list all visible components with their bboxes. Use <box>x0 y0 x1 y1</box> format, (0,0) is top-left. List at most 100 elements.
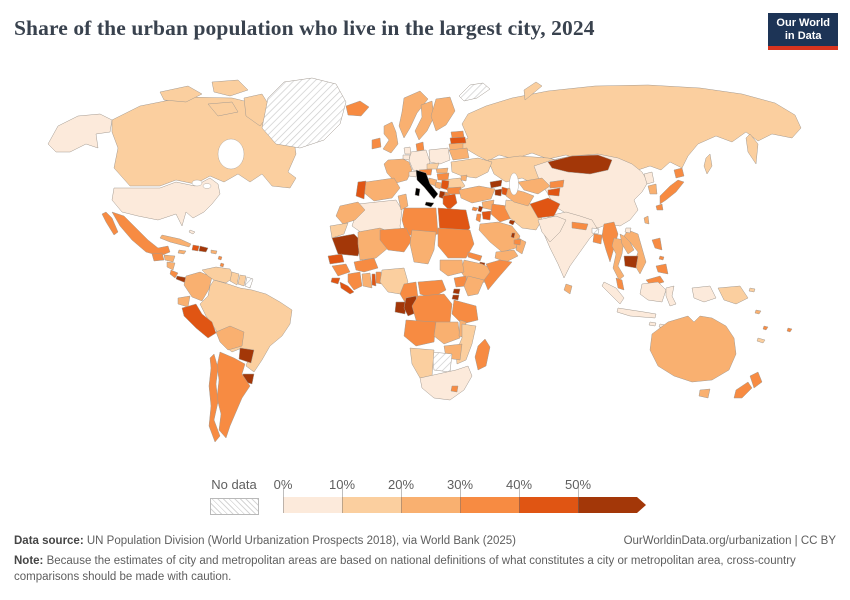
country-georgia[interactable] <box>489 179 503 189</box>
country-russia[interactable] <box>451 84 802 171</box>
country-puerto-rico[interactable] <box>210 249 218 255</box>
country-lesser-antilles-1[interactable] <box>217 255 223 261</box>
country-philippines-mindanao[interactable] <box>655 263 669 275</box>
legend-bin-10-20%[interactable] <box>342 497 401 513</box>
legend-bin-30-40%[interactable] <box>460 497 519 513</box>
country-kuwait[interactable] <box>508 219 516 226</box>
country-cuba[interactable] <box>159 234 192 248</box>
legend-bin-40-50%[interactable] <box>519 497 578 513</box>
country-turkey[interactable] <box>458 185 496 204</box>
country-niger[interactable] <box>379 227 413 253</box>
country-vanuatu[interactable] <box>762 325 769 331</box>
country-greece[interactable] <box>442 193 458 211</box>
country-gabon[interactable] <box>394 301 407 315</box>
country-nepal[interactable] <box>571 221 589 231</box>
country-bhutan[interactable] <box>591 227 600 235</box>
country-italy[interactable] <box>415 169 439 200</box>
country-iceland[interactable] <box>345 100 370 117</box>
country-israel[interactable] <box>475 213 482 223</box>
legend-bin-0-10%[interactable] <box>283 497 342 513</box>
country-fiji[interactable] <box>786 327 793 333</box>
country-thailand[interactable] <box>611 237 625 281</box>
country-south-sudan[interactable] <box>439 259 465 277</box>
country-guatemala[interactable] <box>151 252 165 262</box>
country-western-sahara[interactable] <box>329 222 349 239</box>
country-botswana[interactable] <box>431 351 453 373</box>
country-vietnam[interactable] <box>623 229 647 275</box>
country-greenland[interactable] <box>261 77 347 149</box>
country-czechia[interactable] <box>426 162 440 170</box>
country-namibia[interactable] <box>409 347 435 379</box>
country-taiwan[interactable] <box>643 215 650 225</box>
country-russia-sakhalin[interactable] <box>703 153 713 175</box>
country-kenya[interactable] <box>463 275 485 297</box>
country-sudan[interactable] <box>437 227 475 259</box>
country-canada-arctic-3[interactable] <box>207 101 239 117</box>
country-philippines-luzon[interactable] <box>651 237 663 251</box>
country-ireland[interactable] <box>371 137 382 150</box>
country-haiti[interactable] <box>191 244 200 252</box>
country-qatar[interactable] <box>510 232 516 239</box>
country-bolivia[interactable] <box>215 325 245 351</box>
country-indonesia-java[interactable] <box>616 307 657 319</box>
country-togo[interactable] <box>371 273 377 287</box>
attribution-link[interactable]: OurWorldinData.org/urbanization | CC BY <box>623 535 836 547</box>
country-myanmar[interactable] <box>601 221 619 263</box>
country-tanzania[interactable] <box>451 299 479 325</box>
country-burkina-faso[interactable] <box>353 257 379 273</box>
country-indonesia-sulawesi[interactable] <box>665 285 677 307</box>
country-guyana[interactable] <box>229 271 240 286</box>
country-china[interactable] <box>533 153 649 229</box>
country-uzbekistan[interactable] <box>517 177 551 195</box>
country-poland[interactable] <box>428 147 451 165</box>
country-australia-tasmania[interactable] <box>698 388 711 399</box>
legend-bin-20-30%[interactable] <box>401 497 460 513</box>
country-kyrgyzstan[interactable] <box>549 179 565 189</box>
country-ivory-coast[interactable] <box>347 271 363 291</box>
country-sierra-leone[interactable] <box>330 277 341 285</box>
country-afghanistan[interactable] <box>529 197 561 219</box>
country-moldova[interactable] <box>460 174 468 182</box>
country-bangladesh[interactable] <box>592 233 603 245</box>
country-chad[interactable] <box>409 229 437 265</box>
country-somalia[interactable] <box>483 259 513 291</box>
country-belgium[interactable] <box>402 154 411 161</box>
country-dominican-republic[interactable] <box>198 245 209 253</box>
country-cyprus[interactable] <box>471 206 479 212</box>
country-malaysia[interactable] <box>615 277 625 291</box>
country-indonesia-papua[interactable] <box>691 285 717 303</box>
country-lebanon[interactable] <box>477 205 484 213</box>
country-liberia[interactable] <box>339 281 355 295</box>
country-belarus[interactable] <box>448 147 470 161</box>
country-indonesia-lesser-sunda[interactable] <box>648 321 657 327</box>
country-indonesia-sumatra[interactable] <box>601 281 625 305</box>
legend-bin-50%+[interactable] <box>578 497 646 513</box>
country-japan-kyushu[interactable] <box>655 203 664 211</box>
country-south-africa[interactable] <box>419 365 473 401</box>
country-switzerland[interactable] <box>408 170 418 178</box>
country-argentina[interactable] <box>216 351 251 439</box>
country-sri-lanka[interactable] <box>563 283 573 295</box>
no-data-swatch[interactable] <box>209 498 259 515</box>
country-new-caledonia[interactable] <box>756 337 766 344</box>
country-png-island[interactable] <box>748 287 756 293</box>
country-ghana[interactable] <box>361 272 373 289</box>
country-french-guiana[interactable] <box>244 276 254 289</box>
country-new-zealand-north[interactable] <box>749 371 763 389</box>
country-burundi[interactable] <box>451 294 460 301</box>
country-solomon-islands[interactable] <box>754 309 762 315</box>
country-hungary[interactable] <box>436 172 450 181</box>
country-costa-rica[interactable] <box>169 269 179 279</box>
country-japan-hokkaido[interactable] <box>673 167 685 179</box>
country-bahamas[interactable] <box>188 229 196 235</box>
country-eritrea[interactable] <box>467 251 483 262</box>
country-morocco[interactable] <box>335 201 366 225</box>
owid-logo[interactable]: Our World in Data <box>768 13 838 50</box>
country-brazil[interactable] <box>199 279 293 373</box>
country-chile[interactable] <box>208 353 221 443</box>
country-canada-arctic-1[interactable] <box>159 85 203 103</box>
country-nicaragua[interactable] <box>166 261 176 271</box>
country-paraguay[interactable] <box>238 347 255 364</box>
country-angola[interactable] <box>403 319 437 347</box>
country-australia[interactable] <box>649 315 737 383</box>
